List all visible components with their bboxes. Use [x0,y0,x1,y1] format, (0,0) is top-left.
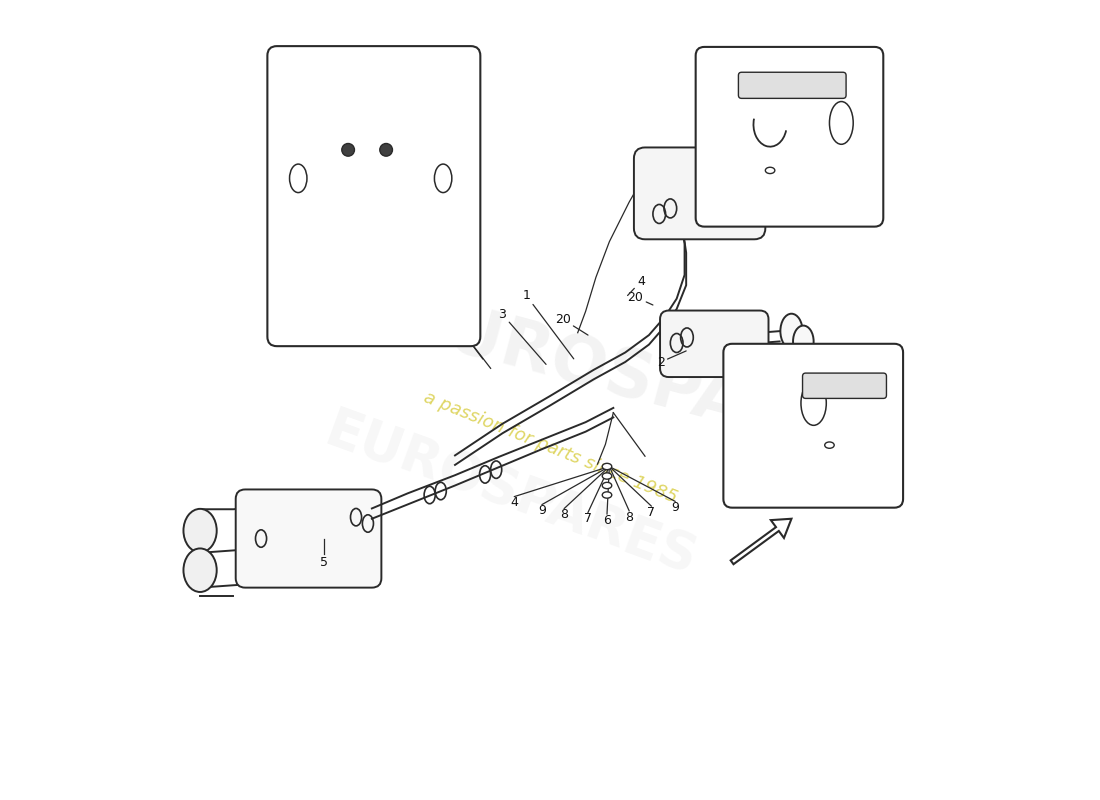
Ellipse shape [829,102,854,144]
FancyBboxPatch shape [267,46,481,346]
Text: 13: 13 [817,474,834,487]
Text: 19: 19 [708,63,724,76]
Ellipse shape [184,549,217,592]
Text: 19: 19 [738,358,755,372]
FancyArrow shape [730,518,792,564]
Circle shape [379,143,393,156]
Ellipse shape [434,164,452,193]
Text: 10: 10 [740,471,756,484]
Ellipse shape [804,163,826,197]
Text: 12: 12 [857,474,873,487]
Text: 7: 7 [584,512,592,526]
FancyBboxPatch shape [695,47,883,226]
Text: 20: 20 [628,290,653,305]
Text: 1: 1 [522,289,574,359]
Text: 8: 8 [625,510,634,524]
Text: 8: 8 [560,508,569,522]
Ellipse shape [289,164,307,193]
Text: 3: 3 [498,308,546,364]
FancyBboxPatch shape [660,310,769,377]
Ellipse shape [801,381,826,426]
Ellipse shape [792,150,815,187]
Text: 14: 14 [410,230,426,242]
Text: 14: 14 [277,224,293,237]
Text: 10: 10 [843,190,859,203]
Text: 16: 16 [376,230,392,242]
FancyBboxPatch shape [634,147,766,239]
FancyBboxPatch shape [803,373,887,398]
FancyBboxPatch shape [724,344,903,508]
Text: 9: 9 [671,501,679,514]
Ellipse shape [793,326,814,358]
Ellipse shape [184,509,217,552]
Circle shape [342,143,354,156]
Text: 13: 13 [805,190,822,203]
Text: 5: 5 [320,556,329,569]
Text: 4: 4 [510,497,518,510]
Text: 2: 2 [657,351,686,369]
Text: 4: 4 [628,274,645,295]
Text: 20: 20 [554,313,588,335]
Text: 9: 9 [538,504,546,518]
Text: 6: 6 [603,514,611,527]
Ellipse shape [603,463,612,470]
Text: a passion for parts since 1985: a passion for parts since 1985 [420,388,680,506]
Text: EUROSPARES: EUROSPARES [318,403,703,586]
Ellipse shape [603,492,612,498]
Text: EUROSPARES: EUROSPARES [397,288,892,480]
Text: 18: 18 [371,101,396,146]
Ellipse shape [603,473,612,479]
Ellipse shape [603,482,612,489]
Text: 17: 17 [339,224,354,237]
Text: 7: 7 [647,506,656,519]
FancyBboxPatch shape [235,490,382,588]
Text: 11: 11 [740,188,756,201]
FancyBboxPatch shape [738,72,846,98]
Ellipse shape [780,314,803,349]
Text: 15: 15 [308,224,324,237]
